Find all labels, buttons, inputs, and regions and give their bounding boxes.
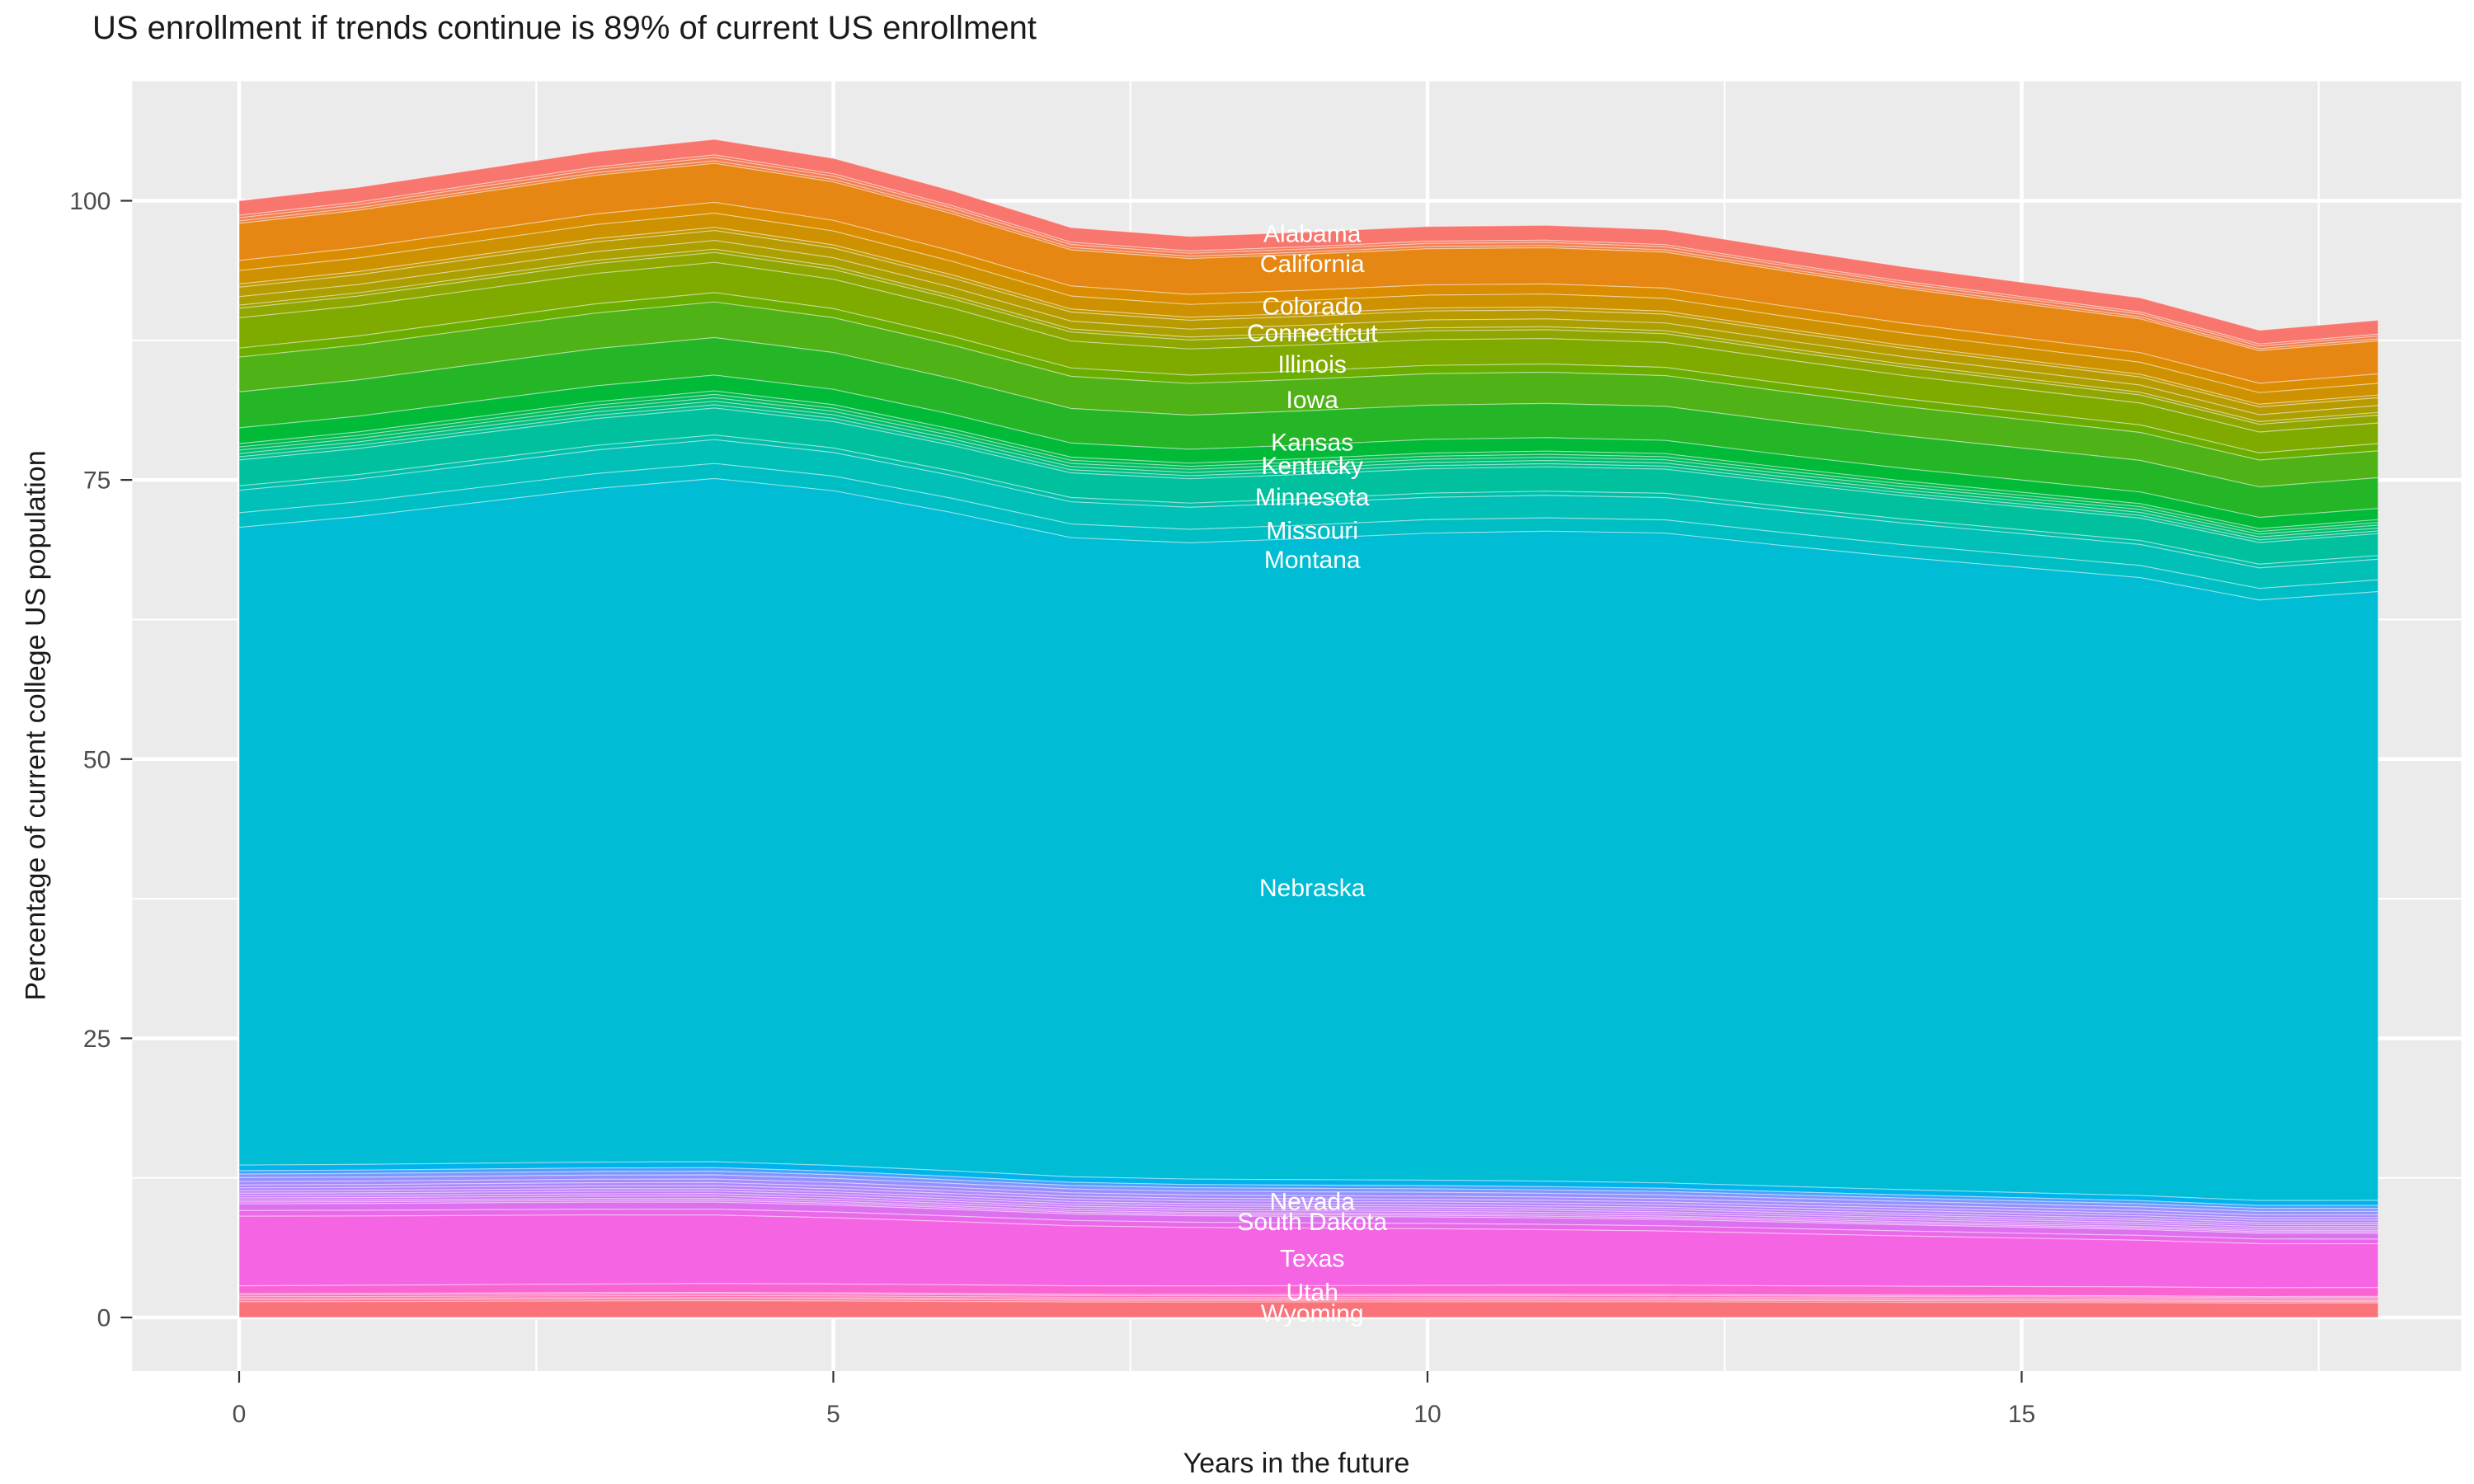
chart-title: US enrollment if trends continue is 89% … — [92, 10, 1037, 46]
state-label-wyoming: Wyoming — [1261, 1300, 1364, 1327]
state-label-connecticut: Connecticut — [1247, 320, 1378, 347]
y-tick-label-100: 100 — [69, 188, 111, 215]
y-axis-title: Percentage of current college US populat… — [20, 450, 52, 1001]
x-axis-title: Years in the future — [1183, 1448, 1410, 1479]
state-label-missouri: Missouri — [1266, 518, 1358, 545]
state-label-south-dakota: South Dakota — [1237, 1209, 1387, 1236]
y-tick-label-50: 50 — [83, 746, 111, 773]
axis-tick-labels: 0 25 50 75 100 0 5 10 15 — [69, 188, 2035, 1428]
state-label-california: California — [1260, 251, 1365, 278]
state-label-nebraska: Nebraska — [1259, 875, 1366, 902]
state-label-colorado: Colorado — [1262, 293, 1362, 320]
y-tick-label-25: 25 — [83, 1026, 111, 1053]
state-label-nevada: Nevada — [1270, 1189, 1356, 1216]
area-band-wyoming — [238, 1300, 2379, 1318]
y-tick-label-0: 0 — [97, 1305, 111, 1332]
state-label-minnesota: Minnesota — [1255, 484, 1370, 511]
state-label-utah: Utah — [1286, 1279, 1338, 1306]
state-label-kansas: Kansas — [1271, 430, 1353, 457]
state-label-texas: Texas — [1280, 1246, 1344, 1273]
state-bands — [238, 139, 2379, 1318]
state-label-illinois: Illinois — [1278, 351, 1347, 378]
axis-tick-marks — [120, 200, 2023, 1383]
x-tick-label-15: 15 — [2008, 1401, 2035, 1428]
state-label-montana: Montana — [1264, 547, 1361, 574]
y-tick-label-75: 75 — [83, 467, 111, 495]
state-label-iowa: Iowa — [1286, 387, 1339, 414]
x-tick-label-0: 0 — [233, 1401, 247, 1428]
x-tick-label-5: 5 — [826, 1401, 840, 1428]
x-tick-label-10: 10 — [1413, 1401, 1441, 1428]
area-band-nebraska — [238, 477, 2379, 1201]
state-label-alabama: Alabama — [1263, 220, 1362, 247]
state-label-kentucky: Kentucky — [1262, 453, 1363, 480]
